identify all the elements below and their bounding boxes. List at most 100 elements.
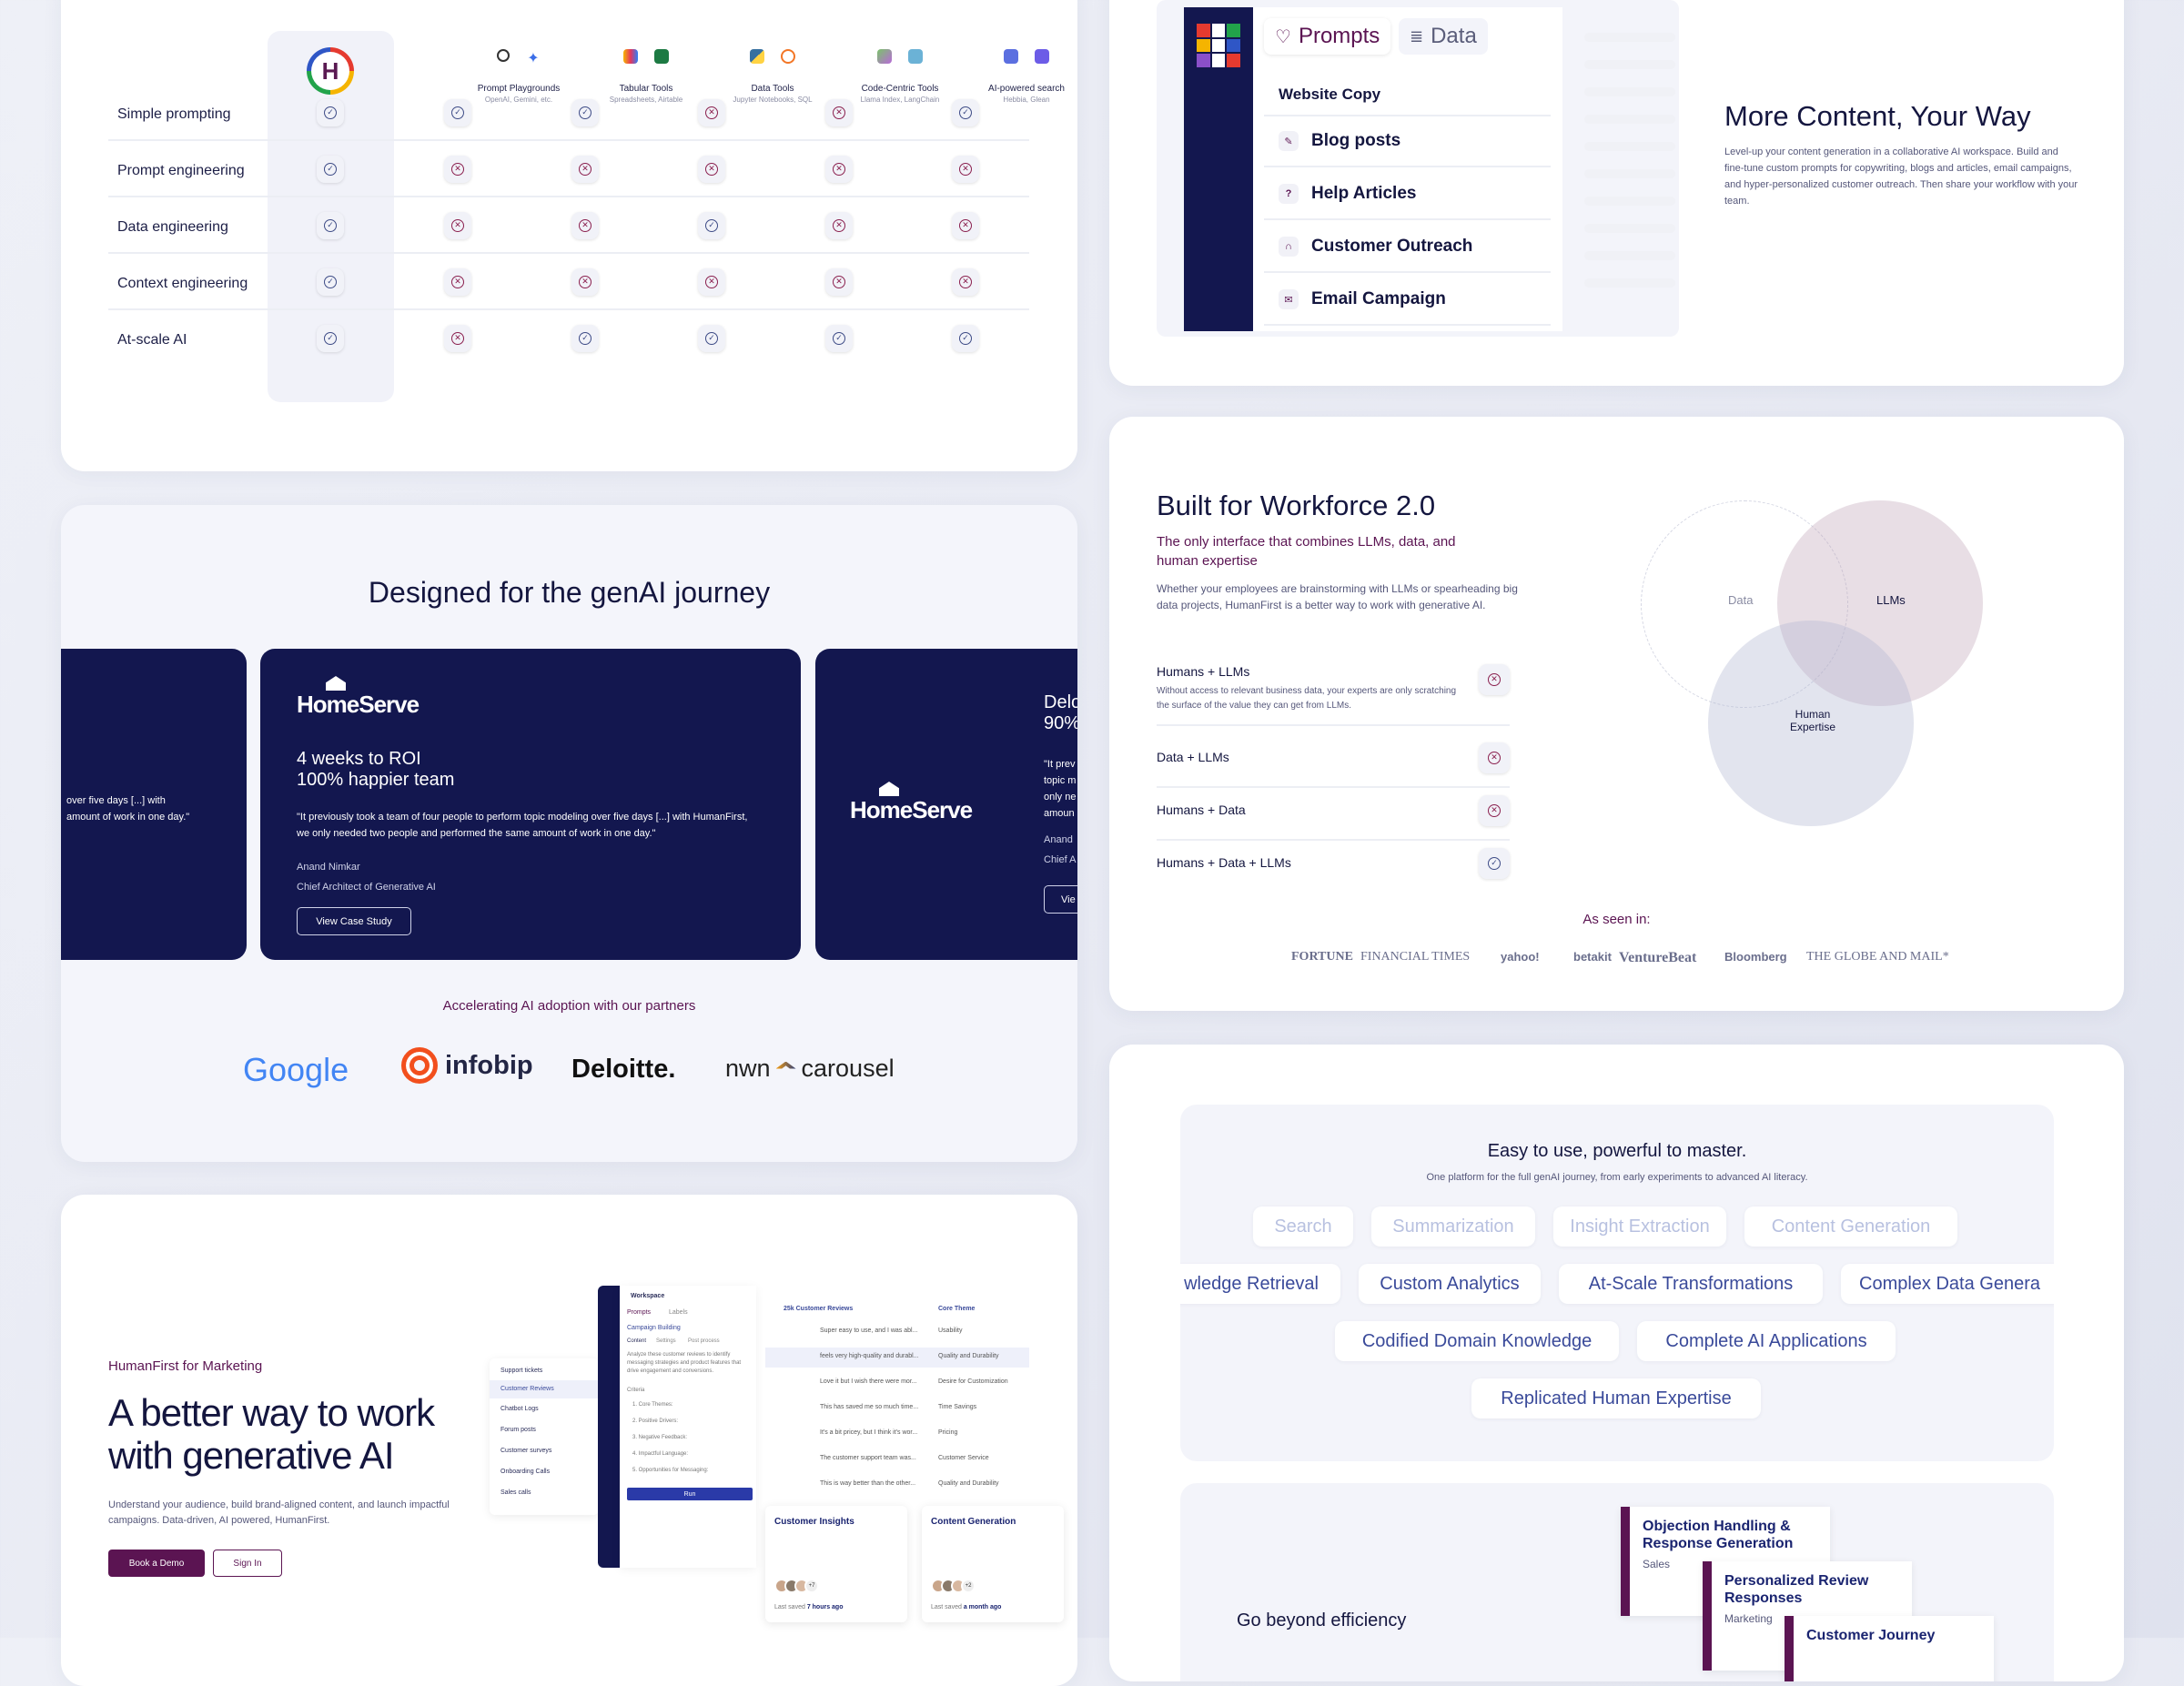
criteria-step: 2. Positive Drivers: (632, 1418, 679, 1424)
x-icon: ✕ (1488, 673, 1501, 686)
chip-replicated-human-expertise[interactable]: Replicated Human Expertise (1471, 1378, 1761, 1418)
check-icon: ✓ (324, 163, 337, 176)
chip-custom-analytics[interactable]: Custom Analytics (1359, 1264, 1541, 1304)
subtab-content[interactable]: Content (627, 1338, 647, 1344)
betakit-logo: betakit (1573, 950, 1612, 964)
easy-subtitle: One platform for the full genAI journey,… (1426, 1172, 1808, 1183)
review-cell[interactable]: Super easy to use, and I was abl... (820, 1328, 918, 1334)
venturebeat-logo: VentureBeat (1619, 950, 1697, 965)
partners-title: Accelerating AI adoption with our partne… (442, 998, 696, 1014)
openai-icon (497, 49, 510, 62)
x-mark: ✕ (952, 212, 979, 239)
subtab-post-process[interactable]: Post process (688, 1338, 720, 1344)
airtable-icon (623, 49, 638, 64)
theme-cell[interactable]: Usability (938, 1328, 963, 1334)
theme-cell[interactable]: Pricing (938, 1429, 958, 1436)
prompt-item-blog-posts[interactable]: ✎ Blog posts (1264, 116, 1551, 167)
chip-knowledge-retrieval[interactable]: wledge Retrieval (1180, 1264, 1340, 1304)
prompt-editor-panel: Workspace Prompts Labels Campaign Buildi… (620, 1286, 756, 1568)
python-icon (750, 49, 764, 64)
folder-item[interactable]: Onboarding Calls (500, 1469, 551, 1475)
chip-summarization[interactable]: Summarization (1371, 1206, 1535, 1247)
x-mark: ✕ (1479, 795, 1510, 826)
tab-prompts[interactable]: ♡ Prompts (1264, 18, 1391, 55)
theme-cell[interactable]: Quality and Durability (938, 1353, 999, 1359)
comparison-row: Context engineering ✓ ✕ ✕ ✕ ✕ ✕ (108, 254, 1029, 310)
deloitte-logo: Deloitte. (571, 1055, 676, 1084)
view-case-study-button[interactable]: View Case Study (297, 907, 411, 935)
prompt-item-customer-outreach[interactable]: ∩ Customer Outreach (1264, 222, 1551, 273)
x-icon: ✕ (1488, 752, 1501, 764)
folder-item[interactable]: Customer surveys (500, 1448, 552, 1454)
criteria-step: 3. Negative Feedback: (632, 1435, 688, 1440)
avatar-group: +7 (774, 1579, 819, 1593)
chip-complete-ai-applications[interactable]: Complete AI Applications (1637, 1321, 1896, 1361)
criteria-step: 1. Core Themes: (632, 1402, 673, 1408)
run-button[interactable]: Run (627, 1488, 753, 1500)
chip-content-generation[interactable]: Content Generation (1744, 1206, 1957, 1247)
chip-codified-domain-knowledge[interactable]: Codified Domain Knowledge (1335, 1321, 1619, 1361)
check-mark: ✓ (444, 99, 471, 126)
x-icon: ✕ (833, 276, 845, 288)
homeserve-logo: HomeServe (297, 676, 420, 719)
case-headline: Delo 90% (1044, 692, 1077, 733)
x-mark: ✕ (952, 156, 979, 183)
folder-item[interactable]: Sales calls (500, 1489, 531, 1496)
theme-cell[interactable]: Customer Service (938, 1455, 989, 1461)
case-study-card-main[interactable]: HomeServe 4 weeks to ROI 100% happier tea… (260, 649, 801, 960)
review-cell[interactable]: The customer support team was... (820, 1455, 916, 1461)
tab-prompts[interactable]: Prompts (627, 1309, 652, 1316)
x-mark: ✕ (825, 99, 853, 126)
prompt-item-help-articles[interactable]: ? Help Articles (1264, 169, 1551, 220)
book-demo-button[interactable]: Book a Demo (108, 1550, 205, 1577)
efficiency-title: Go beyond efficiency (1237, 1610, 1407, 1630)
x-icon: ✕ (1488, 804, 1501, 817)
nwn-carousel-logo: nwn carousel (725, 1055, 895, 1082)
case-study-card-left[interactable]: over five days [...] with amount of work… (61, 649, 247, 960)
chip-complex-data-generation[interactable]: Complex Data Genera (1841, 1264, 2054, 1304)
sign-in-button[interactable]: Sign In (213, 1550, 282, 1577)
customer-insights-card[interactable]: Customer Insights +7 Last saved 7 hours … (765, 1506, 907, 1622)
mail-icon: ✉ (1279, 289, 1299, 309)
content-generation-card[interactable]: Content Generation +2 Last saved a month… (922, 1506, 1064, 1622)
folder-item[interactable]: Chatbot Logs (500, 1406, 539, 1412)
x-icon: ✕ (959, 219, 972, 232)
review-cell[interactable]: It's a bit pricey, but I think it's wor.… (820, 1429, 918, 1436)
review-cell[interactable]: feels very high-quality and durabl... (820, 1353, 919, 1359)
subtab-settings[interactable]: Settings (656, 1338, 676, 1344)
prompt-item-email-campaign[interactable]: ✉ Email Campaign (1264, 275, 1551, 326)
check-icon: ✓ (324, 106, 337, 119)
case-study-card-right[interactable]: HomeServe Delo 90% "It prev topic m only ne… (815, 649, 1077, 960)
tab-labels[interactable]: Labels (669, 1309, 688, 1316)
review-cell[interactable]: This has saved me so much time... (820, 1404, 919, 1410)
review-cell[interactable]: Love it but I wish there were mor... (820, 1378, 917, 1385)
review-cell[interactable]: This is way better than the other... (820, 1480, 916, 1487)
langchain-icon (908, 49, 923, 64)
venn-human-label: Human Expertise (1789, 708, 1836, 733)
venn-data-circle (1641, 500, 1848, 708)
comparison-row: Prompt engineering ✓ ✕ ✕ ✕ ✕ ✕ (108, 141, 1029, 197)
check-mark: ✓ (571, 99, 599, 126)
x-icon: ✕ (833, 106, 845, 119)
x-icon: ✕ (959, 163, 972, 176)
easy-to-use-card: Easy to use, powerful to master. One pla… (1109, 1045, 2124, 1681)
x-mark: ✕ (952, 268, 979, 296)
view-case-study-button[interactable]: Vie (1044, 885, 1077, 914)
folder-item[interactable]: Forum posts (500, 1427, 536, 1433)
workforce-desc: Whether your employees are brainstorming… (1157, 582, 1518, 611)
tool-header-tabular-tools: Tabular Tools Spreadsheets, Airtable (588, 49, 704, 104)
chip-insight-extraction[interactable]: Insight Extraction (1553, 1206, 1726, 1247)
use-case-card[interactable]: Customer Journey (1785, 1616, 1994, 1681)
folder-item[interactable]: Support tickets (500, 1368, 543, 1374)
chip-search[interactable]: Search (1253, 1206, 1353, 1247)
theme-cell[interactable]: Desire for Customization (938, 1378, 1008, 1385)
chip-at-scale-transformations[interactable]: At-Scale Transformations (1559, 1264, 1823, 1304)
x-mark: ✕ (698, 156, 725, 183)
check-icon: ✓ (959, 332, 972, 345)
folder-item-active[interactable]: Customer Reviews (500, 1386, 554, 1392)
theme-cell[interactable]: Quality and Durability (938, 1480, 999, 1487)
case-quote: "It prev topic m only ne amoun (1044, 759, 1077, 819)
theme-cell[interactable]: Time Savings (938, 1404, 977, 1410)
tab-data[interactable]: ≣ Data (1399, 18, 1488, 55)
prompt-text[interactable]: Analyze these customer reviews to identi… (627, 1352, 742, 1374)
